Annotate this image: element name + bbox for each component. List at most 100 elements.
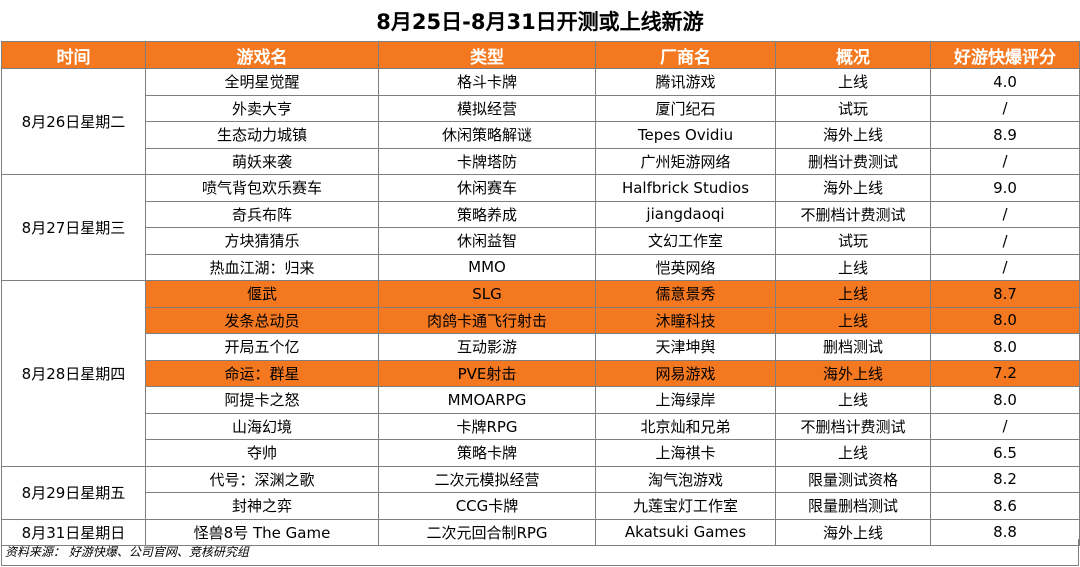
vendor-cell: 儒意景秀 <box>595 280 776 308</box>
date-cell: 8月28日星期四 <box>1 280 146 467</box>
table-header-row: 时间 游戏名 类型 厂商名 概况 好游快爆评分 <box>1 41 1080 69</box>
date-cell: 8月29日星期五 <box>1 465 146 520</box>
game-name-cell: 外卖大亨 <box>145 94 379 122</box>
status-cell: 上线 <box>775 280 931 308</box>
game-type-cell: SLG <box>378 280 596 308</box>
status-cell: 限量测试资格 <box>775 465 931 493</box>
vendor-cell: 九莲宝灯工作室 <box>595 492 776 520</box>
game-name-cell: 萌妖来袭 <box>145 147 379 175</box>
game-type-cell: 策略养成 <box>378 200 596 228</box>
table-row: 开局五个亿 互动影游 天津坤舆 删档测试 8.0 <box>2 333 1080 361</box>
table-row: 命运：群星 PVE射击 网易游戏 海外上线 7.2 <box>2 359 1080 387</box>
score-cell: 8.0 <box>930 333 1080 361</box>
game-type-cell: 二次元模拟经营 <box>378 465 596 493</box>
header-type: 类型 <box>378 41 596 69</box>
vendor-cell: Akatsuki Games <box>595 518 776 546</box>
table-row: 奇兵布阵 策略养成 jiangdaoqi 不删档计费测试 / <box>2 200 1080 228</box>
vendor-cell: 文幻工作室 <box>595 227 776 255</box>
source-frame <box>1 539 1079 566</box>
vendor-cell: 淘气泡游戏 <box>595 465 776 493</box>
header-score: 好游快爆评分 <box>930 41 1080 69</box>
score-cell: / <box>930 147 1080 175</box>
game-name-cell: 代号：深渊之歌 <box>145 465 379 493</box>
game-name-cell: 开局五个亿 <box>145 333 379 361</box>
header-date: 时间 <box>1 41 146 69</box>
status-cell: 删档计费测试 <box>775 147 931 175</box>
table-row: 热血江湖：归来 MMO 恺英网络 上线 / <box>2 253 1080 281</box>
status-cell: 上线 <box>775 439 931 467</box>
new-games-table: 时间 游戏名 类型 厂商名 概况 好游快爆评分 8月26日星期二 全明星觉醒 格斗卡… <box>1 41 1080 546</box>
vendor-cell: 腾讯游戏 <box>595 68 776 96</box>
game-name-cell: 方块猜猜乐 <box>145 227 379 255</box>
game-type-cell: 策略卡牌 <box>378 439 596 467</box>
game-type-cell: 休闲益智 <box>378 227 596 255</box>
game-name-cell: 夺帅 <box>145 439 379 467</box>
game-name-cell: 热血江湖：归来 <box>145 253 379 281</box>
game-name-cell: 阿提卡之怒 <box>145 386 379 414</box>
score-cell: 8.9 <box>930 121 1080 149</box>
page-title: 8月25日-8月31日开测或上线新游 <box>376 9 704 34</box>
date-cell: 8月27日星期三 <box>1 174 146 281</box>
game-type-cell: 肉鸽卡通飞行射击 <box>378 306 596 334</box>
status-cell: 海外上线 <box>775 174 931 202</box>
game-type-cell: 卡牌塔防 <box>378 147 596 175</box>
date-cell: 8月31日星期日 <box>1 518 146 546</box>
score-cell: 8.7 <box>930 280 1080 308</box>
status-cell: 不删档计费测试 <box>775 412 931 440</box>
game-type-cell: 卡牌RPG <box>378 412 596 440</box>
status-cell: 海外上线 <box>775 121 931 149</box>
score-cell: 8.0 <box>930 386 1080 414</box>
game-name-cell: 全明星觉醒 <box>145 68 379 96</box>
game-type-cell: 互动影游 <box>378 333 596 361</box>
table-row: 8月26日星期二 全明星觉醒 格斗卡牌 腾讯游戏 上线 4.0 <box>1 68 1080 175</box>
table-row: 阿提卡之怒 MMOARPG 上海绿岸 上线 8.0 <box>2 386 1080 414</box>
game-type-cell: 模拟经营 <box>378 94 596 122</box>
game-name-cell: 偃武 <box>145 280 379 308</box>
score-cell: 4.0 <box>930 68 1080 96</box>
status-cell: 上线 <box>775 68 931 96</box>
table-row: 封神之弈 CCG卡牌 九莲宝灯工作室 限量删档测试 8.6 <box>2 492 1080 520</box>
score-cell: 8.8 <box>930 518 1080 546</box>
score-cell: 9.0 <box>930 174 1080 202</box>
game-type-cell: 格斗卡牌 <box>378 68 596 96</box>
score-cell: 6.5 <box>930 439 1080 467</box>
vendor-cell: 沐瞳科技 <box>595 306 776 334</box>
score-cell: / <box>930 412 1080 440</box>
vendor-cell: 厦门纪石 <box>595 94 776 122</box>
score-cell: 8.6 <box>930 492 1080 520</box>
vendor-cell: Tepes Ovidiu <box>595 121 776 149</box>
score-cell: / <box>930 200 1080 228</box>
game-name-cell: 发条总动员 <box>145 306 379 334</box>
table-row: 生态动力城镇 休闲策略解谜 Tepes Ovidiu 海外上线 8.9 <box>2 121 1080 149</box>
table-row: 夺帅 策略卡牌 上海祺卡 上线 6.5 <box>2 439 1080 467</box>
vendor-cell: 天津坤舆 <box>595 333 776 361</box>
game-type-cell: PVE射击 <box>378 359 596 387</box>
table-row: 8月29日星期五 代号：深渊之歌 二次元模拟经营 淘气泡游戏 限量测试资格 8.2 <box>1 465 1080 520</box>
score-cell: 8.0 <box>930 306 1080 334</box>
status-cell: 删档测试 <box>775 333 931 361</box>
status-cell: 试玩 <box>775 94 931 122</box>
table-body: 8月26日星期二 全明星觉醒 格斗卡牌 腾讯游戏 上线 4.0 外卖大亨 模拟经营 厦门纪石 试玩… <box>1 68 1080 546</box>
game-type-cell: 休闲赛车 <box>378 174 596 202</box>
game-name-cell: 喷气背包欢乐赛车 <box>145 174 379 202</box>
game-type-cell: MMOARPG <box>378 386 596 414</box>
header-vendor: 厂商名 <box>595 41 776 69</box>
vendor-cell: jiangdaoqi <box>595 200 776 228</box>
score-cell: 8.2 <box>930 465 1080 493</box>
game-name-cell: 封神之弈 <box>145 492 379 520</box>
table-row: 山海幻境 卡牌RPG 北京灿和兄弟 不删档计费测试 / <box>2 412 1080 440</box>
vendor-cell: 上海祺卡 <box>595 439 776 467</box>
game-name-cell: 奇兵布阵 <box>145 200 379 228</box>
status-cell: 上线 <box>775 253 931 281</box>
game-name-cell: 怪兽8号 The Game <box>145 518 379 546</box>
table-row: 发条总动员 肉鸽卡通飞行射击 沐瞳科技 上线 8.0 <box>2 306 1080 334</box>
status-cell: 海外上线 <box>775 359 931 387</box>
vendor-cell: 广州矩游网络 <box>595 147 776 175</box>
table-row: 方块猜猜乐 休闲益智 文幻工作室 试玩 / <box>2 227 1080 255</box>
source-note: 资料来源： 好游快爆、公司官网、竞核研究组 <box>5 545 249 559</box>
header-status: 概况 <box>775 41 931 69</box>
score-cell: / <box>930 253 1080 281</box>
table-row: 8月28日星期四 偃武 SLG 儒意景秀 上线 8.7 <box>1 280 1080 467</box>
vendor-cell: 北京灿和兄弟 <box>595 412 776 440</box>
